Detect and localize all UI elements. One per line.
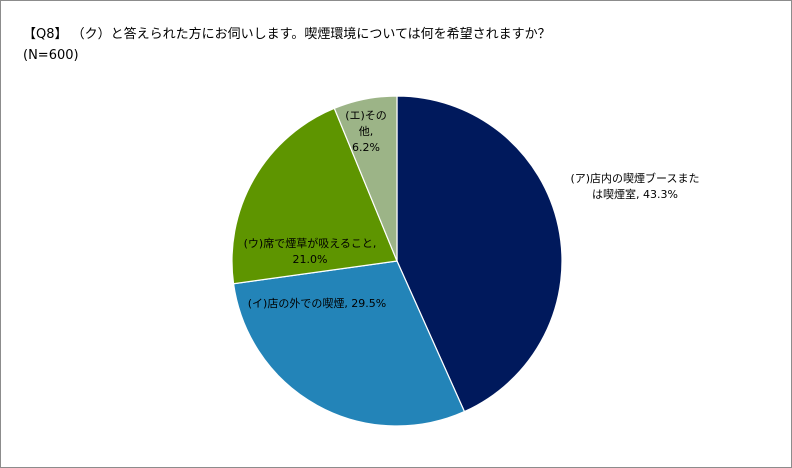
pie-slice <box>232 260 466 427</box>
pie-slice <box>231 107 398 285</box>
chart-title: 【Q8】 （ク）と答えられた方にお伺いします。喫煙環境については何を希望されます… <box>23 27 551 42</box>
slice-data-label: (イ)店の外での喫煙, 29.5% <box>248 296 387 310</box>
chart-subtitle: (N=600) <box>23 48 79 63</box>
slice-data-label: (ウ)席で煙草が吸えること, 21.0% <box>244 236 377 266</box>
pie-slice <box>333 95 398 262</box>
slice-data-label: (エ)その他, 6.2% <box>345 109 387 154</box>
pie-slice <box>396 95 563 413</box>
slice-data-label: (ア)店内の喫煙ブースまたは喫煙室, 43.3% <box>570 171 699 201</box>
